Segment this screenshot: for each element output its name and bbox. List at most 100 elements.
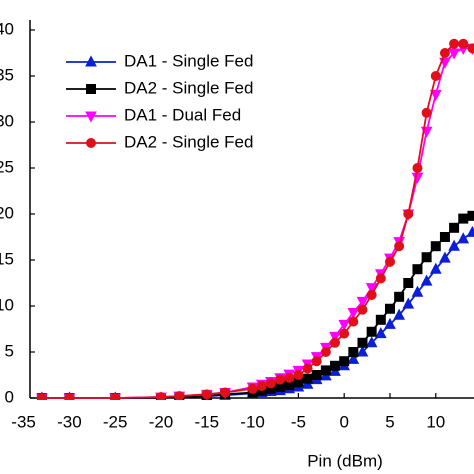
- data-point: [311, 356, 322, 367]
- y-tick-label: 35: [0, 65, 14, 84]
- data-point: [467, 210, 474, 221]
- y-tick-label: 5: [5, 341, 14, 360]
- data-point: [393, 308, 405, 320]
- series-line: [41, 231, 473, 399]
- y-tick-label: 0: [5, 387, 14, 406]
- x-tick-label: 5: [385, 412, 394, 431]
- data-point: [365, 336, 378, 348]
- data-point: [429, 262, 442, 274]
- data-point: [265, 378, 276, 389]
- data-point: [430, 241, 441, 252]
- data-point: [357, 337, 368, 348]
- legend-marker: [85, 111, 97, 123]
- x-tick-label: -20: [149, 412, 174, 431]
- data-point: [403, 278, 414, 288]
- data-point: [458, 213, 469, 224]
- data-point: [256, 381, 267, 392]
- data-point: [356, 296, 369, 308]
- data-point: [374, 327, 387, 339]
- data-point: [411, 285, 424, 297]
- y-tick-label: 15: [0, 249, 14, 268]
- data-point: [448, 48, 460, 60]
- data-point: [439, 251, 451, 263]
- data-point: [330, 360, 341, 371]
- data-point: [320, 365, 331, 376]
- data-point: [330, 337, 341, 348]
- x-tick-label: 10: [426, 412, 445, 431]
- data-point: [302, 363, 313, 374]
- legend-label: DA2 - Single Fed: [124, 132, 253, 151]
- data-point: [375, 314, 386, 325]
- data-point: [220, 387, 231, 398]
- data-point: [449, 38, 460, 49]
- x-tick-label: -35: [11, 412, 36, 431]
- data-point: [347, 352, 360, 364]
- x-axis-label: Pin (dBm): [307, 451, 383, 470]
- data-point: [421, 252, 432, 263]
- data-point: [384, 256, 395, 267]
- data-point: [430, 71, 441, 81]
- data-point: [412, 264, 423, 275]
- data-point: [201, 389, 212, 400]
- legend-label: DA2 - Single Fed: [124, 78, 253, 97]
- data-point: [339, 328, 350, 339]
- legend-label: DA1 - Single Fed: [124, 51, 253, 70]
- data-point: [339, 356, 350, 367]
- data-point: [64, 393, 75, 400]
- data-point: [429, 89, 442, 101]
- data-point: [293, 370, 304, 380]
- data-point: [375, 273, 386, 284]
- data-point: [439, 48, 450, 58]
- data-point: [356, 345, 369, 357]
- data-point: [366, 326, 377, 337]
- data-point: [36, 393, 47, 400]
- data-point: [448, 239, 460, 251]
- series-line: [41, 47, 473, 399]
- data-point: [284, 372, 295, 383]
- data-point: [365, 283, 378, 295]
- legend-marker: [86, 138, 96, 148]
- x-tick-label: -30: [57, 412, 82, 431]
- y-tick-label: 20: [0, 203, 14, 222]
- y-tick-label: 40: [0, 19, 14, 38]
- series-line: [41, 42, 473, 399]
- data-point: [439, 232, 450, 242]
- data-point: [394, 241, 405, 252]
- x-tick-label: 0: [339, 412, 348, 431]
- data-point: [458, 38, 469, 49]
- legend-marker: [86, 84, 96, 94]
- data-point: [320, 347, 331, 357]
- data-point: [110, 393, 121, 400]
- plot-area: [36, 38, 474, 400]
- data-point: [357, 304, 368, 315]
- legend-label: DA1 - Dual Fed: [124, 105, 241, 124]
- data-point: [155, 392, 166, 400]
- data-point: [403, 209, 414, 219]
- y-tick-label: 25: [0, 157, 14, 176]
- data-point: [347, 307, 360, 320]
- data-point: [466, 225, 474, 237]
- data-point: [348, 347, 359, 357]
- data-point: [247, 383, 258, 394]
- data-point: [338, 319, 351, 331]
- y-tick-label: 10: [0, 295, 14, 314]
- x-tick-label: -15: [194, 412, 219, 431]
- data-point: [174, 391, 185, 400]
- data-point: [384, 303, 395, 314]
- data-point: [402, 297, 415, 309]
- data-point: [467, 43, 474, 54]
- x-tick-label: -10: [240, 412, 265, 431]
- data-point: [394, 291, 405, 302]
- data-point: [449, 222, 460, 233]
- data-point: [384, 317, 396, 329]
- data-point: [421, 107, 432, 118]
- x-tick-label: -5: [291, 412, 306, 431]
- x-tick-label: -25: [103, 412, 128, 431]
- data-point: [366, 289, 377, 300]
- data-point: [302, 373, 313, 384]
- data-point: [412, 163, 423, 173]
- data-point: [275, 374, 286, 385]
- data-point: [348, 316, 359, 327]
- legend-marker: [85, 55, 97, 67]
